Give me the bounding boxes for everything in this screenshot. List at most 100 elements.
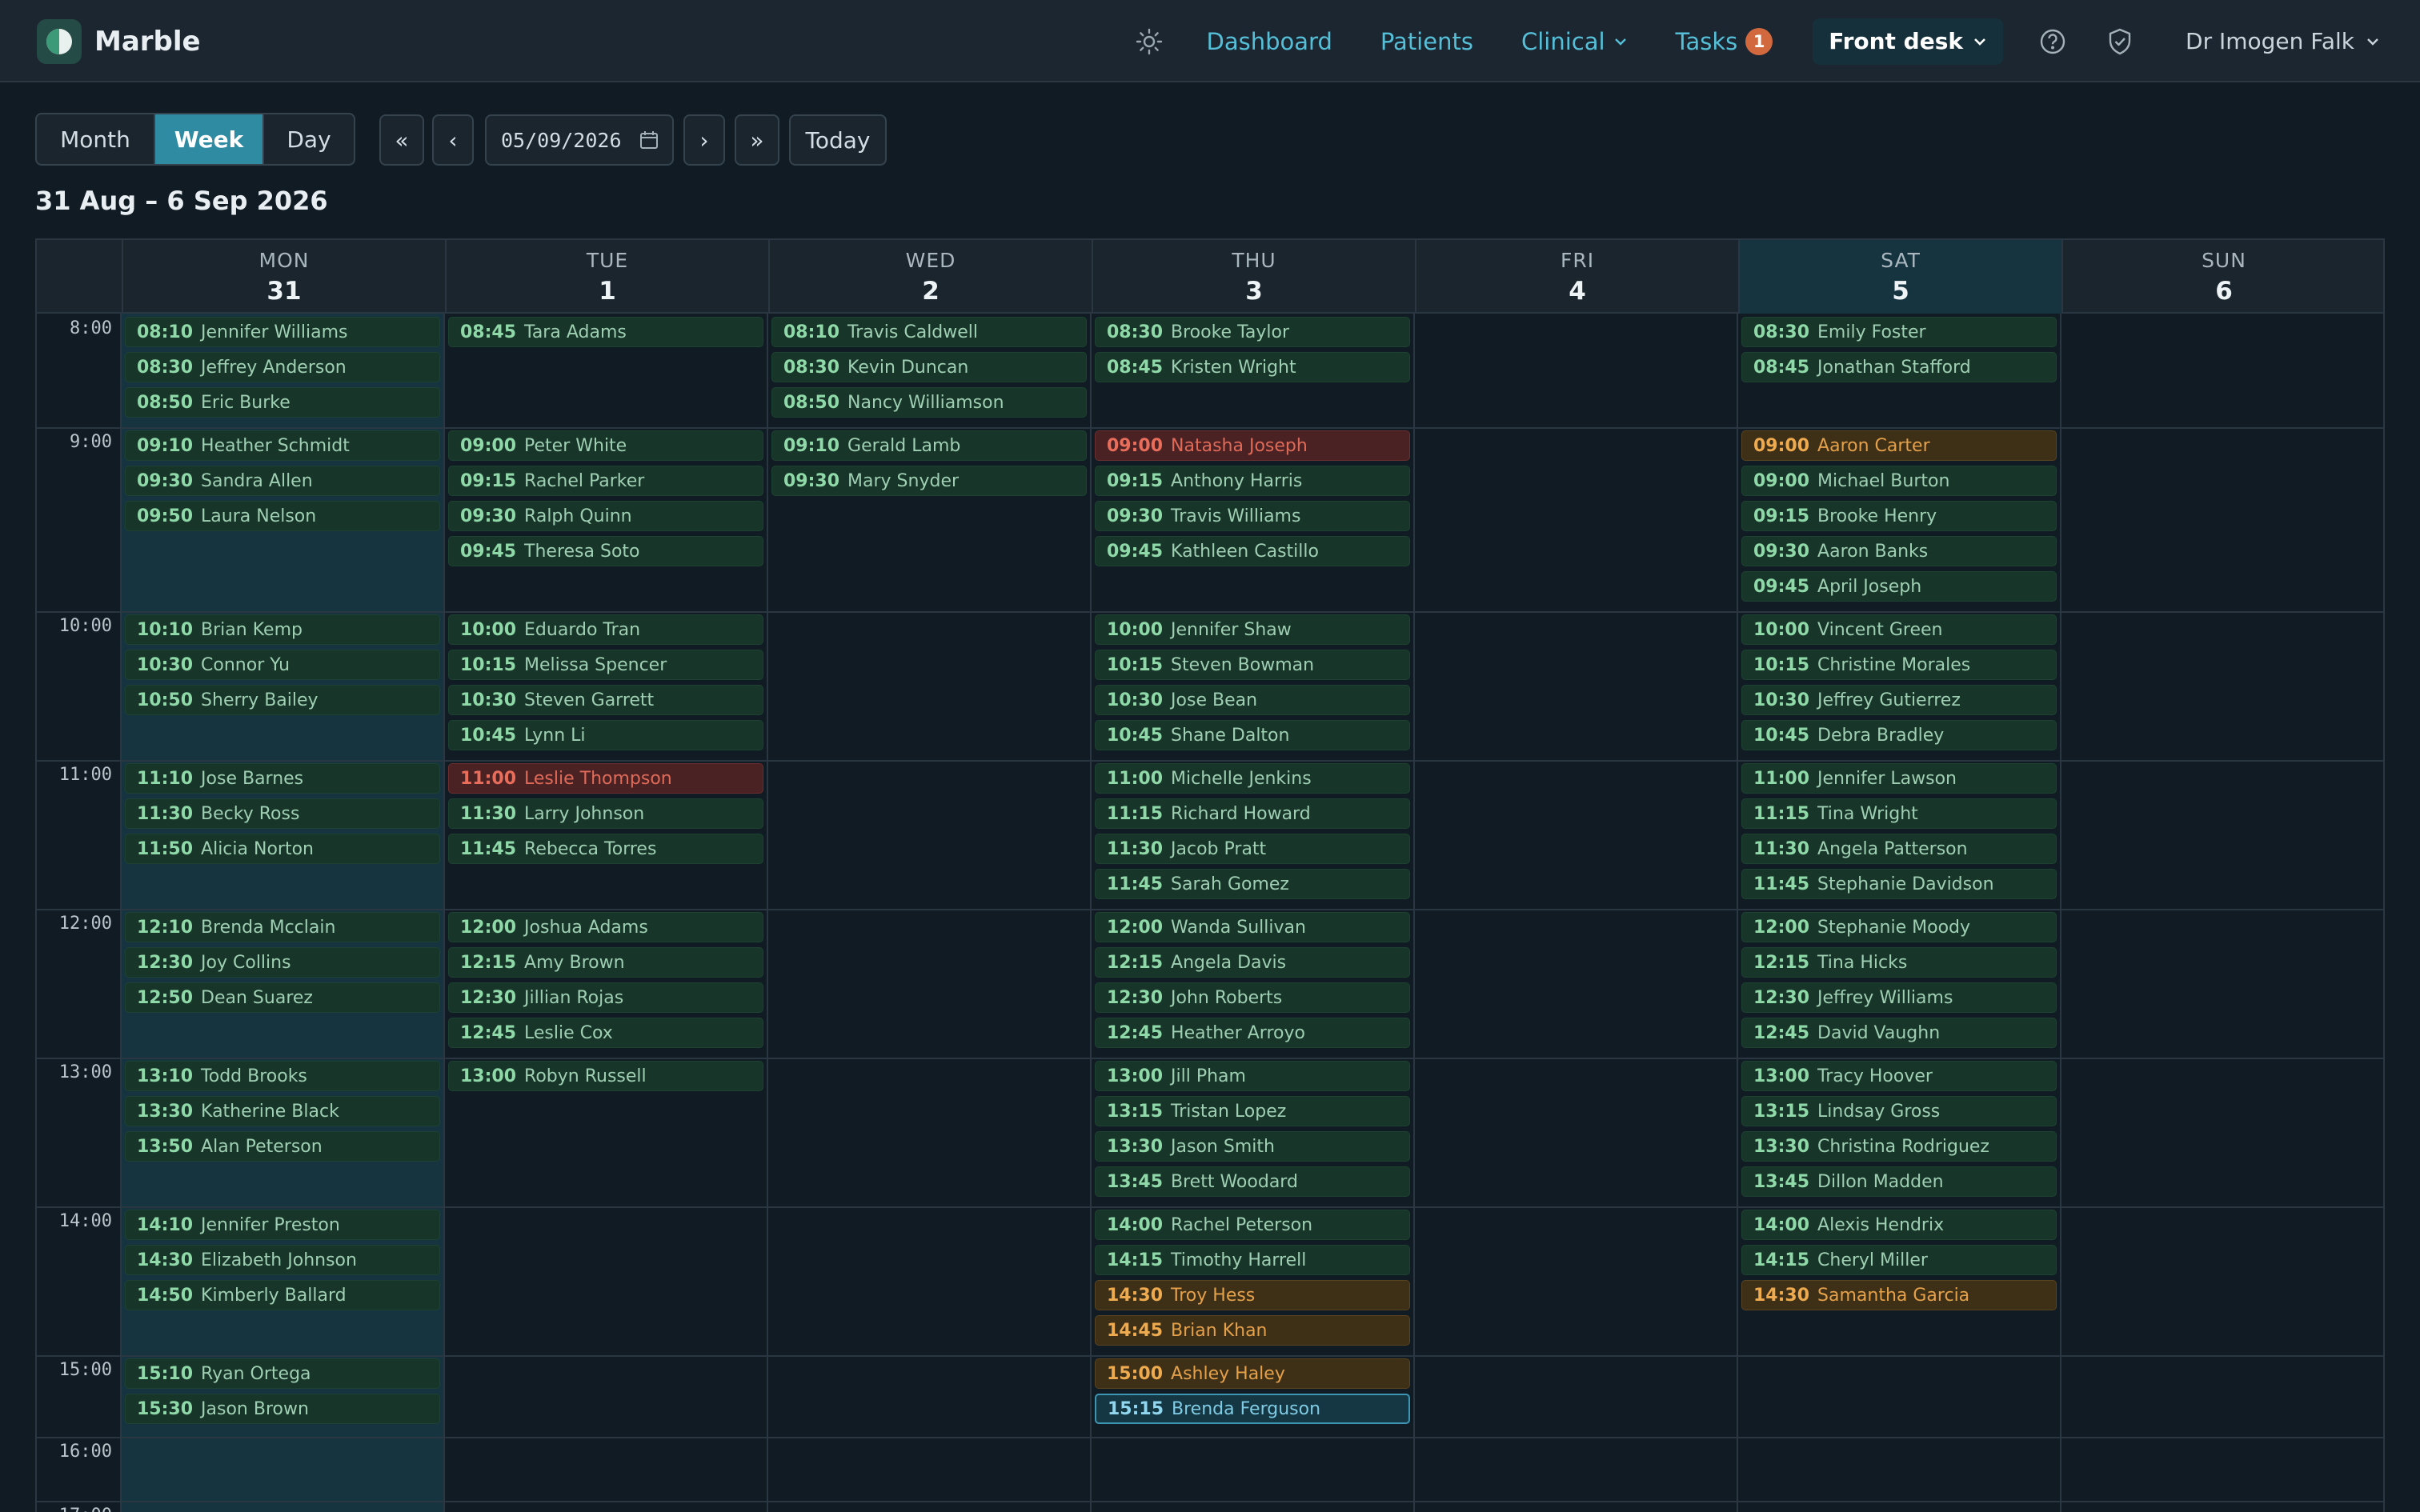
appointment-item[interactable]: 12:50 Dean Suarez	[125, 982, 440, 1013]
appointment-item[interactable]: 11:15 Richard Howard	[1095, 798, 1410, 829]
appointment-item[interactable]: 08:45 Kristen Wright	[1095, 352, 1410, 382]
appointment-item[interactable]: 15:15 Brenda Ferguson	[1095, 1394, 1410, 1424]
appointment-item[interactable]: 15:30 Jason Brown	[125, 1394, 440, 1424]
day-header-thu[interactable]: THU 3	[1092, 240, 1415, 314]
appointment-item[interactable]: 13:45 Dillon Madden	[1741, 1166, 2057, 1197]
date-input[interactable]	[501, 128, 637, 152]
appointment-item[interactable]: 11:10 Jose Barnes	[125, 763, 440, 794]
appointment-item[interactable]: 11:45 Sarah Gomez	[1095, 869, 1410, 899]
appointment-item[interactable]: 12:45 David Vaughn	[1741, 1018, 2057, 1048]
appointment-item[interactable]: 09:45 Kathleen Castillo	[1095, 536, 1410, 566]
last-week-button[interactable]: »	[735, 114, 779, 166]
day-header-mon[interactable]: MON 31	[122, 240, 445, 314]
appointment-item[interactable]: 08:50 Nancy Williamson	[771, 387, 1087, 418]
security-button[interactable]	[2096, 18, 2144, 66]
appointment-item[interactable]: 12:00 Wanda Sullivan	[1095, 912, 1410, 942]
appointment-item[interactable]: 10:00 Jennifer Shaw	[1095, 614, 1410, 645]
appointment-item[interactable]: 10:30 Jose Bean	[1095, 685, 1410, 715]
appointment-item[interactable]: 14:00 Rachel Peterson	[1095, 1210, 1410, 1240]
appointment-item[interactable]: 10:50 Sherry Bailey	[125, 685, 440, 715]
appointment-item[interactable]: 10:00 Eduardo Tran	[448, 614, 763, 645]
appointment-item[interactable]: 12:15 Tina Hicks	[1741, 947, 2057, 978]
appointment-item[interactable]: 14:30 Troy Hess	[1095, 1280, 1410, 1310]
appointment-item[interactable]: 09:15 Brooke Henry	[1741, 501, 2057, 531]
appointment-item[interactable]: 12:30 Jeffrey Williams	[1741, 982, 2057, 1013]
appointment-item[interactable]: 09:00 Michael Burton	[1741, 466, 2057, 496]
appointment-item[interactable]: 09:15 Anthony Harris	[1095, 466, 1410, 496]
appointment-item[interactable]: 10:45 Lynn Li	[448, 720, 763, 750]
appointment-item[interactable]: 08:45 Tara Adams	[448, 317, 763, 347]
theme-toggle-button[interactable]	[1125, 18, 1173, 66]
day-header-sat[interactable]: SAT 5	[1738, 240, 2061, 314]
appointment-item[interactable]: 13:00 Robyn Russell	[448, 1061, 763, 1091]
appointment-item[interactable]: 09:00 Peter White	[448, 430, 763, 461]
appointment-item[interactable]: 09:30 Travis Williams	[1095, 501, 1410, 531]
appointment-item[interactable]: 08:10 Travis Caldwell	[771, 317, 1087, 347]
appointment-item[interactable]: 10:45 Shane Dalton	[1095, 720, 1410, 750]
appointment-item[interactable]: 09:50 Laura Nelson	[125, 501, 440, 531]
appointment-item[interactable]: 09:30 Mary Snyder	[771, 466, 1087, 496]
appointment-item[interactable]: 11:00 Jennifer Lawson	[1741, 763, 2057, 794]
appointment-item[interactable]: 14:30 Samantha Garcia	[1741, 1280, 2057, 1310]
appointment-item[interactable]: 09:30 Aaron Banks	[1741, 536, 2057, 566]
appointment-item[interactable]: 09:30 Sandra Allen	[125, 466, 440, 496]
appointment-item[interactable]: 08:30 Kevin Duncan	[771, 352, 1087, 382]
appointment-item[interactable]: 13:30 Christina Rodriguez	[1741, 1131, 2057, 1162]
appointment-item[interactable]: 08:10 Jennifer Williams	[125, 317, 440, 347]
appointment-item[interactable]: 14:15 Timothy Harrell	[1095, 1245, 1410, 1275]
help-button[interactable]	[2029, 18, 2077, 66]
appointment-item[interactable]: 12:45 Leslie Cox	[448, 1018, 763, 1048]
appointment-item[interactable]: 11:45 Stephanie Davidson	[1741, 869, 2057, 899]
appointment-item[interactable]: 12:10 Brenda Mcclain	[125, 912, 440, 942]
appointment-item[interactable]: 12:15 Angela Davis	[1095, 947, 1410, 978]
appointment-item[interactable]: 08:50 Eric Burke	[125, 387, 440, 418]
appointment-item[interactable]: 11:45 Rebecca Torres	[448, 834, 763, 864]
user-menu[interactable]: Dr Imogen Falk	[2186, 28, 2380, 54]
appointment-item[interactable]: 09:10 Heather Schmidt	[125, 430, 440, 461]
appointment-item[interactable]: 14:50 Kimberly Ballard	[125, 1280, 440, 1310]
appointment-item[interactable]: 13:45 Brett Woodard	[1095, 1166, 1410, 1197]
appointment-item[interactable]: 10:30 Steven Garrett	[448, 685, 763, 715]
appointment-item[interactable]: 11:00 Michelle Jenkins	[1095, 763, 1410, 794]
appointment-item[interactable]: 13:15 Lindsay Gross	[1741, 1096, 2057, 1126]
appointment-item[interactable]: 09:15 Rachel Parker	[448, 466, 763, 496]
appointment-item[interactable]: 13:50 Alan Peterson	[125, 1131, 440, 1162]
appointment-item[interactable]: 14:15 Cheryl Miller	[1741, 1245, 2057, 1275]
first-week-button[interactable]: «	[379, 114, 424, 166]
appointment-item[interactable]: 11:30 Larry Johnson	[448, 798, 763, 829]
appointment-item[interactable]: 10:15 Steven Bowman	[1095, 650, 1410, 680]
appointment-item[interactable]: 09:10 Gerald Lamb	[771, 430, 1087, 461]
appointment-item[interactable]: 12:30 Jillian Rojas	[448, 982, 763, 1013]
appointment-item[interactable]: 09:45 Theresa Soto	[448, 536, 763, 566]
role-switcher-button[interactable]: Front desk	[1813, 18, 2004, 65]
appointment-item[interactable]: 13:15 Tristan Lopez	[1095, 1096, 1410, 1126]
appointment-item[interactable]: 09:45 April Joseph	[1741, 571, 2057, 602]
appointment-item[interactable]: 12:00 Joshua Adams	[448, 912, 763, 942]
appointment-item[interactable]: 09:00 Aaron Carter	[1741, 430, 2057, 461]
appointment-item[interactable]: 11:30 Angela Patterson	[1741, 834, 2057, 864]
appointment-item[interactable]: 10:45 Debra Bradley	[1741, 720, 2057, 750]
appointment-item[interactable]: 10:15 Melissa Spencer	[448, 650, 763, 680]
appointment-item[interactable]: 11:15 Tina Wright	[1741, 798, 2057, 829]
appointment-item[interactable]: 09:00 Natasha Joseph	[1095, 430, 1410, 461]
appointment-item[interactable]: 13:00 Tracy Hoover	[1741, 1061, 2057, 1091]
appointment-item[interactable]: 10:30 Connor Yu	[125, 650, 440, 680]
day-header-wed[interactable]: WED 2	[768, 240, 1092, 314]
appointment-item[interactable]: 12:30 Joy Collins	[125, 947, 440, 978]
appointment-item[interactable]: 13:10 Todd Brooks	[125, 1061, 440, 1091]
appointment-item[interactable]: 13:00 Jill Pham	[1095, 1061, 1410, 1091]
appointment-item[interactable]: 12:15 Amy Brown	[448, 947, 763, 978]
appointment-item[interactable]: 14:10 Jennifer Preston	[125, 1210, 440, 1240]
appointment-item[interactable]: 12:45 Heather Arroyo	[1095, 1018, 1410, 1048]
nav-patients[interactable]: Patients	[1380, 27, 1473, 55]
appointment-item[interactable]: 10:10 Brian Kemp	[125, 614, 440, 645]
appointment-item[interactable]: 11:30 Jacob Pratt	[1095, 834, 1410, 864]
appointment-item[interactable]: 10:15 Christine Morales	[1741, 650, 2057, 680]
appointment-item[interactable]: 08:30 Emily Foster	[1741, 317, 2057, 347]
appointment-item[interactable]: 14:00 Alexis Hendrix	[1741, 1210, 2057, 1240]
nav-tasks[interactable]: Tasks 1	[1676, 27, 1773, 55]
nav-dashboard[interactable]: Dashboard	[1206, 27, 1332, 55]
appointment-item[interactable]: 08:30 Brooke Taylor	[1095, 317, 1410, 347]
appointment-item[interactable]: 08:45 Jonathan Stafford	[1741, 352, 2057, 382]
appointment-item[interactable]: 13:30 Katherine Black	[125, 1096, 440, 1126]
